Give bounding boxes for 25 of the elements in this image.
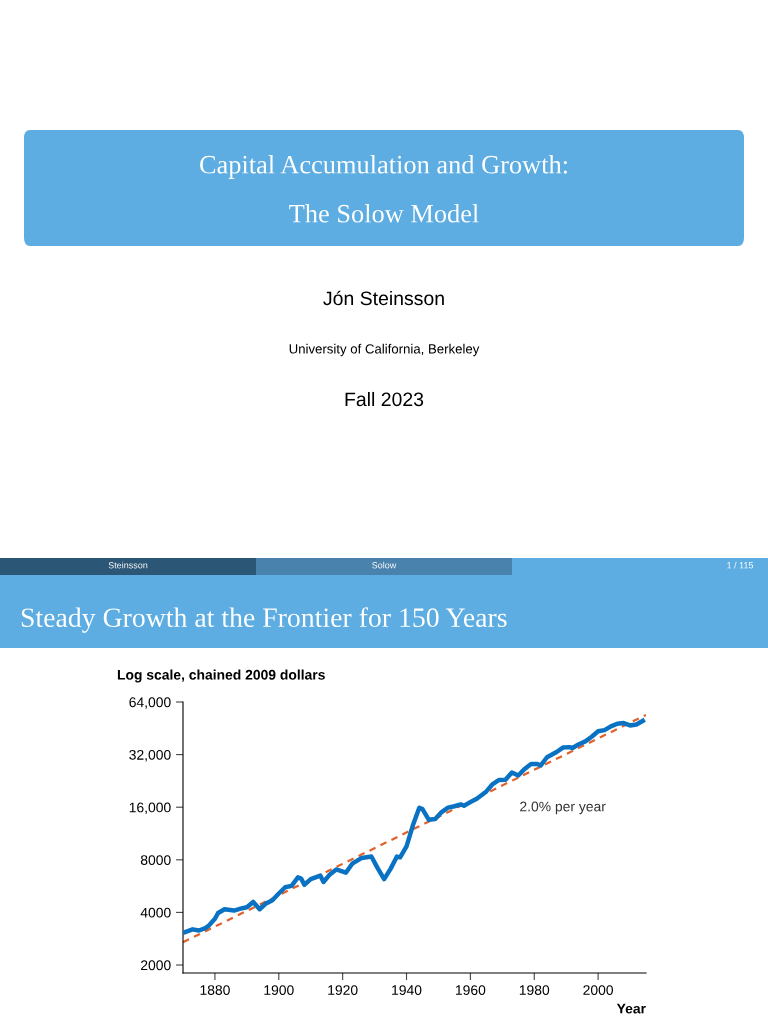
x-tick-label: 1960 [455, 985, 486, 996]
y-tick-label: 32,000 [129, 749, 171, 762]
y-tick-label: 8000 [140, 855, 171, 865]
y-tick-label: 4000 [140, 907, 171, 918]
chart-subtitle: Log scale, chained 2009 dollars [117, 669, 325, 683]
text: Fall 2023 [345, 391, 424, 407]
x-tick-label: 1980 [519, 985, 550, 996]
x-tick-label: 1900 [264, 985, 294, 996]
text: Solow [372, 561, 397, 569]
x-axis-title: Year [616, 1003, 646, 1014]
y-tick-label: 2000 [141, 960, 171, 971]
text: Capital Accumulation and Growth: [200, 155, 567, 179]
text: Jón Steinsson [323, 290, 444, 306]
chart-title: Steady Growth at the Frontier for 150 Years [21, 607, 507, 633]
x-tick-label: 2000 [583, 985, 614, 996]
text: 1 / 115 [727, 561, 754, 569]
text: The Solow Model [289, 204, 479, 223]
text: Steinsson [108, 561, 148, 569]
x-tick-label: 1940 [392, 985, 422, 996]
x-tick-label: 1880 [200, 985, 230, 996]
x-tick-label: 1920 [328, 985, 358, 996]
text: University of California, Berkeley [289, 343, 480, 357]
y-tick-label: 64,000 [129, 697, 171, 709]
y-tick-label: 16,000 [129, 802, 171, 815]
annotation: 2.0% per year [520, 801, 606, 815]
